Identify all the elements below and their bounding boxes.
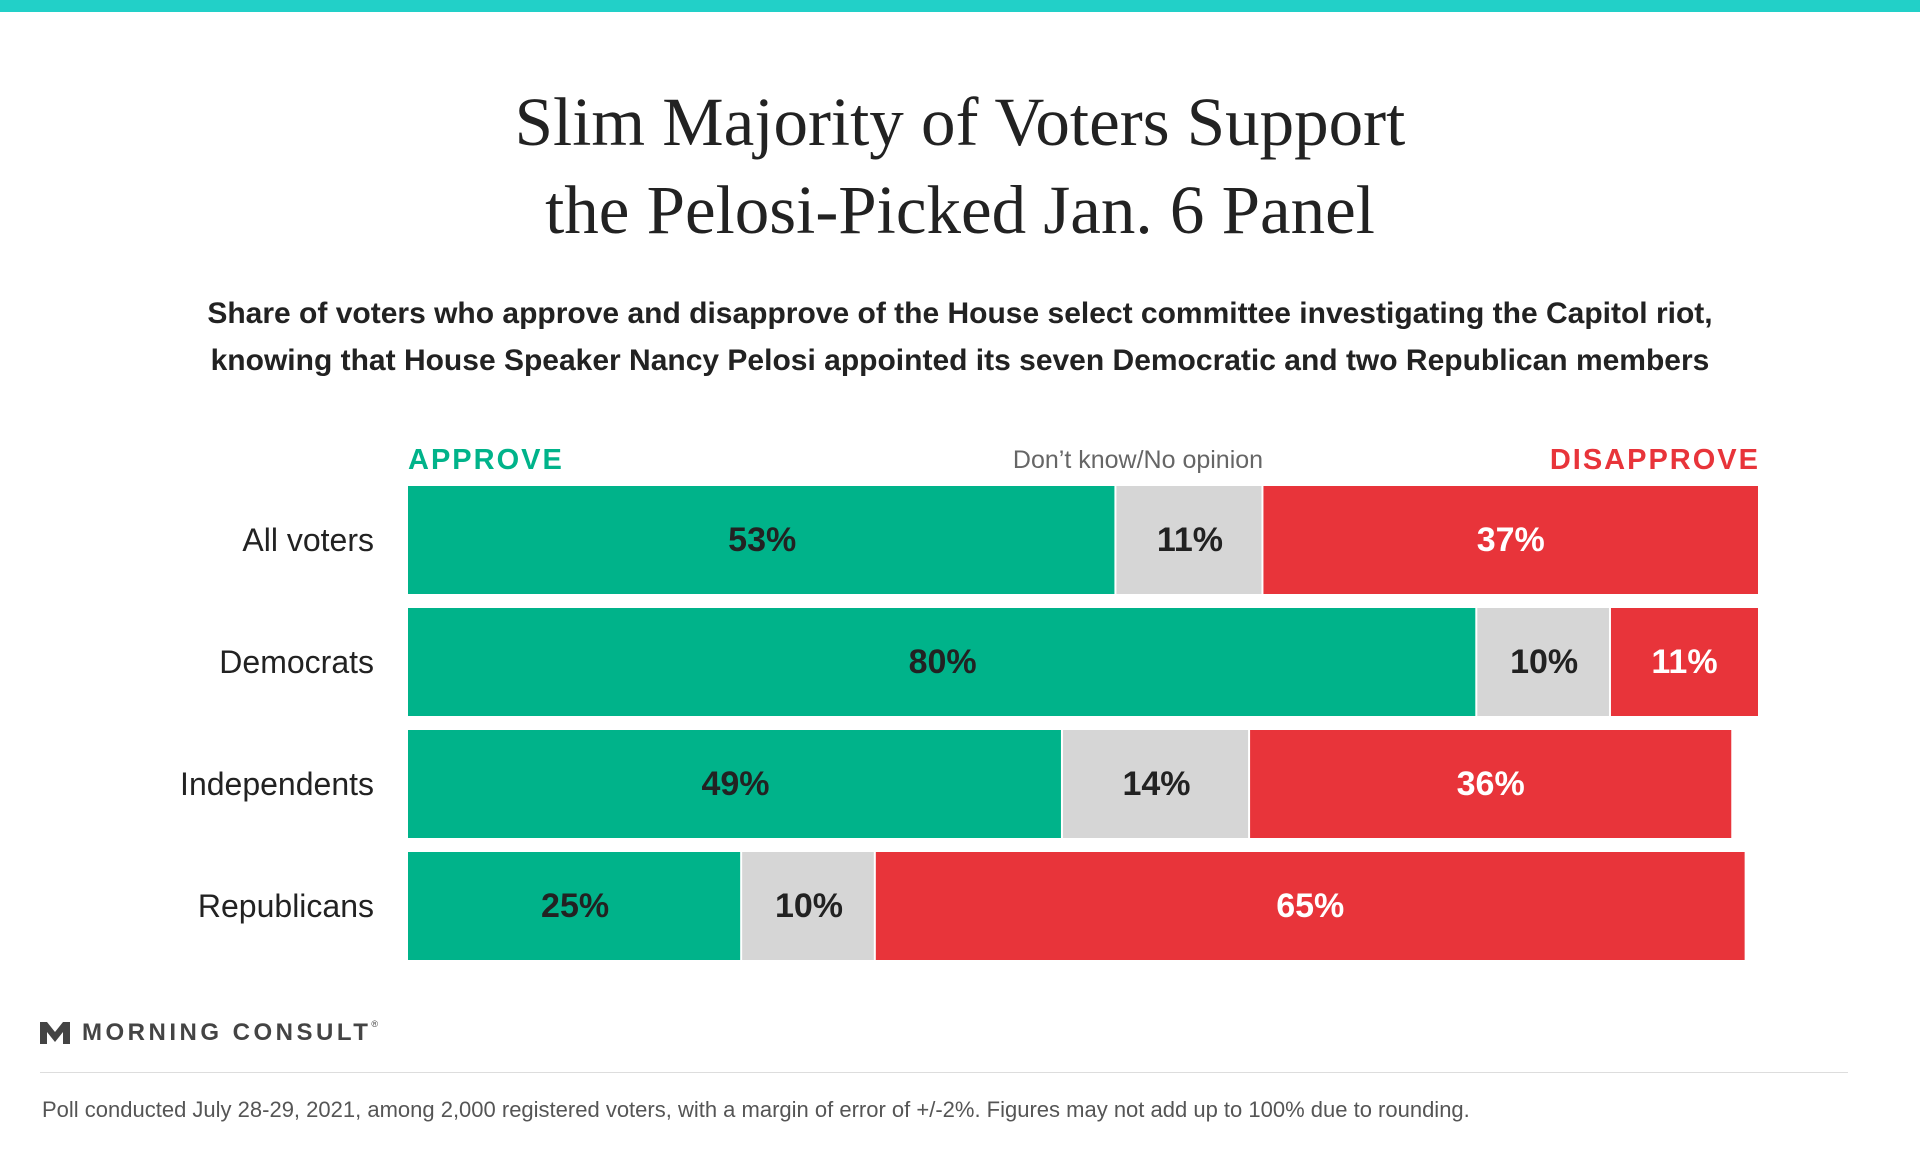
data-label: 49%	[701, 765, 769, 803]
category-label: All voters	[242, 522, 374, 558]
legend-no-opinion: Don’t know/No opinion	[1012, 446, 1264, 474]
logo-wordmark: MORNING CONSULT	[82, 1019, 372, 1046]
accent-top-bar	[0, 0, 1920, 12]
legend-approve: APPROVE	[408, 444, 564, 476]
footer-divider	[40, 1072, 1848, 1073]
bar-segment	[1263, 486, 1758, 594]
chart-title-line-1: Slim Majority of Voters Support	[514, 84, 1406, 160]
bar-segment	[408, 730, 1061, 838]
data-label: 11%	[1157, 521, 1223, 559]
bar-segment	[1062, 730, 1249, 838]
data-label: 65%	[1276, 887, 1344, 925]
category-label: Independents	[180, 766, 374, 802]
category-label: Democrats	[219, 644, 374, 680]
data-label: 25%	[541, 887, 609, 925]
stacked-bar-chart: All voters 53% 11% 37% Democrats 80% 10% 11% Ind…	[180, 486, 1758, 960]
bar-segment	[1610, 608, 1758, 716]
chart-subtitle: Share of voters who approve and disappro…	[0, 290, 1920, 384]
data-label: 14%	[1122, 765, 1190, 803]
data-label: 36%	[1457, 765, 1525, 803]
bar-segment	[1477, 608, 1609, 716]
bar-segment	[408, 608, 1476, 716]
chart-subtitle-line-1: Share of voters who approve and disappro…	[207, 297, 1713, 330]
chart-subtitle-line-2: knowing that House Speaker Nancy Pelosi …	[210, 344, 1710, 377]
data-label: 53%	[728, 521, 796, 559]
chart-title: Slim Majority of Voters Support the Pelo…	[0, 78, 1920, 254]
data-label: 80%	[909, 643, 977, 681]
chart-title-line-2: the Pelosi-Picked Jan. 6 Panel	[545, 172, 1375, 248]
legend-disapprove: DISAPPROVE	[1549, 444, 1760, 476]
data-label: 10%	[775, 887, 843, 925]
bar-segment	[875, 852, 1745, 960]
bar-segment	[408, 486, 1115, 594]
data-label: 10%	[1510, 643, 1578, 681]
morning-consult-m-icon	[40, 1022, 70, 1044]
morning-consult-logo: MORNING CONSULT ®	[40, 1013, 378, 1053]
category-label: Republicans	[198, 888, 374, 924]
bar-segment	[408, 852, 741, 960]
logo-trademark: ®	[371, 1019, 379, 1029]
bar-segment	[742, 852, 874, 960]
bar-segment	[1250, 730, 1732, 838]
bar-segment	[1116, 486, 1262, 594]
data-label: 11%	[1651, 643, 1717, 681]
footnote: Poll conducted July 28-29, 2021, among 2…	[42, 1097, 1470, 1122]
data-label: 37%	[1477, 521, 1545, 559]
